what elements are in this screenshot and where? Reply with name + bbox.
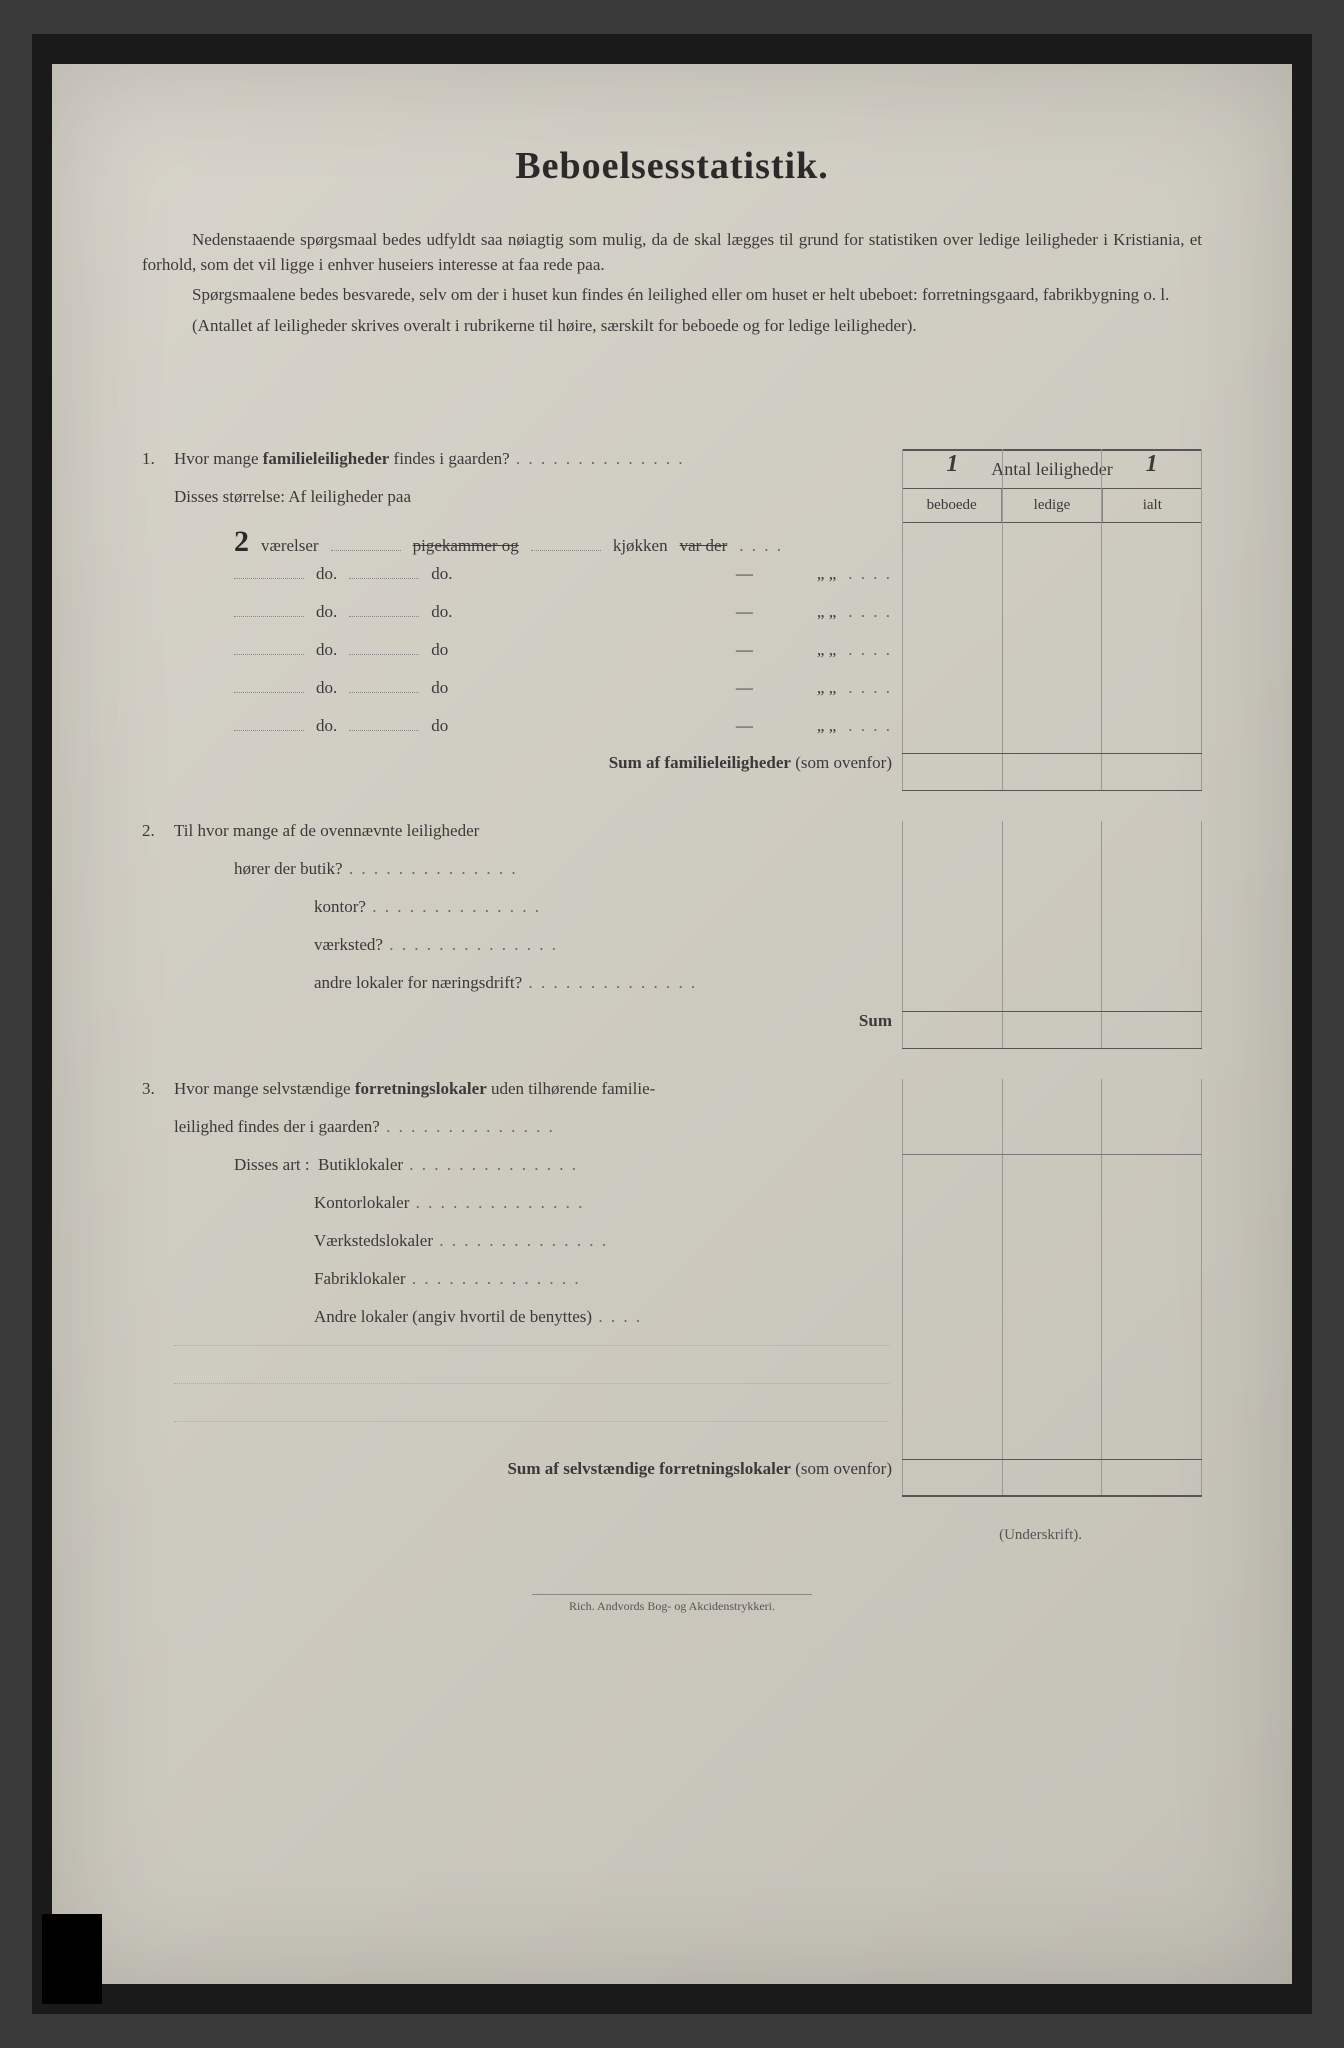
- page-title: Beboelsesstatistik.: [142, 144, 1202, 188]
- q2-text: Til hvor mange af de ovennævnte leilighe…: [174, 821, 902, 841]
- q3-blank-2: [142, 1383, 1202, 1421]
- q3-row-a: 3. Hvor mange selvstændige forretningslo…: [142, 1079, 1202, 1117]
- intro-text-2: Spørgsmaalene bedes besvarede, selv om d…: [192, 285, 1169, 304]
- label-kjokken: kjøkken: [613, 536, 668, 556]
- q3-text-1: Hvor mange selvstændige forretningslokal…: [174, 1079, 902, 1099]
- q3-blank-3: [142, 1421, 1202, 1459]
- q1-size-row-2: do. do. — „ „: [142, 563, 1202, 601]
- label-pigekammer: pigekammer og: [413, 536, 519, 556]
- handwritten-rooms: 2: [234, 525, 249, 559]
- intro-paragraph-2: Spørgsmaalene bedes besvarede, selv om d…: [142, 283, 1202, 308]
- q2-kontor: kontor?: [142, 897, 1202, 935]
- film-edge-icon: [42, 1914, 102, 2004]
- label-varder: var der: [680, 536, 728, 556]
- q1-sub-text: Disses størrelse: Af leiligheder paa: [174, 487, 902, 507]
- q3-fabrik: Fabriklokaler: [142, 1269, 1202, 1307]
- q1-sum-label: Sum af familieleiligheder: [609, 753, 791, 772]
- q3-row-b: leilighed findes der i gaarden?: [142, 1117, 1202, 1155]
- q3-andre: Andre lokaler (angiv hvortil de benyttes…: [142, 1307, 1202, 1345]
- q3-number: 3.: [142, 1079, 174, 1099]
- q1-sum-row: Sum af familieleiligheder (som ovenfor): [142, 753, 1202, 791]
- q3-butik: Disses art : Butiklokaler: [142, 1155, 1202, 1193]
- q1-number: 1.: [142, 449, 174, 469]
- q1-size-row-3: do. do. — „ „: [142, 601, 1202, 639]
- q1-size-row-6: do. do — „ „: [142, 715, 1202, 753]
- label-vaerelser: værelser: [261, 536, 319, 556]
- q2-vaerksted: værksted?: [142, 935, 1202, 973]
- q3-text-2: leilighed findes der i gaarden?: [174, 1117, 380, 1136]
- form-table: Antal leiligheder beboede ledige ialt 1.…: [142, 449, 1202, 1497]
- intro-paragraph-1: Nedenstaaende spørgsmaal bedes udfyldt s…: [142, 228, 1202, 277]
- q2-row: 2. Til hvor mange af de ovennævnte leili…: [142, 821, 1202, 859]
- q1-row: 1. Hvor mange familieleiligheder findes …: [142, 449, 1202, 487]
- q3-kontor: Kontorlokaler: [142, 1193, 1202, 1231]
- intro-paragraph-3: (Antallet af leiligheder skrives overalt…: [142, 314, 1202, 339]
- q1-text: Hvor mange familieleiligheder findes i g…: [174, 449, 510, 468]
- intro-text-1: Nedenstaaende spørgsmaal bedes udfyldt s…: [142, 230, 1202, 274]
- q1-cell-ialt: 1: [1101, 449, 1202, 487]
- q3-sum-row: Sum af selvstændige forretningslokaler (…: [142, 1459, 1202, 1497]
- q3-sum-label: Sum af selvstændige forretningslokaler: [507, 1459, 791, 1478]
- q2-butik: hører der butik?: [142, 859, 1202, 897]
- q2-sum-row: Sum: [142, 1011, 1202, 1049]
- q1-size-row-5: do. do — „ „: [142, 677, 1202, 715]
- q1-size-row-4: do. do — „ „: [142, 639, 1202, 677]
- q1-cell-beboede: 1: [902, 449, 1002, 487]
- intro-text-3: (Antallet af leiligheder skrives overalt…: [192, 316, 917, 335]
- q2-number: 2.: [142, 821, 174, 841]
- printer-footer: Rich. Andvords Bog- og Akcidenstrykkeri.: [532, 1594, 812, 1614]
- q1-sub-heading: Disses størrelse: Af leiligheder paa: [142, 487, 1202, 525]
- q2-andre: andre lokaler for næringsdrift?: [142, 973, 1202, 1011]
- signature-label: (Underskrift).: [142, 1527, 1202, 1544]
- q1-size-row-1: 2 værelser pigekammer og kjøkken var der: [142, 525, 1202, 563]
- q1-cell-ledige: [1002, 449, 1102, 487]
- q3-blank-1: [142, 1345, 1202, 1383]
- q3-vaerksted: Værkstedslokaler: [142, 1231, 1202, 1269]
- q2-sum-label: Sum: [859, 1011, 892, 1030]
- scan-frame: Beboelsesstatistik. Nedenstaaende spørgs…: [32, 34, 1312, 2014]
- document-page: Beboelsesstatistik. Nedenstaaende spørgs…: [52, 64, 1292, 1984]
